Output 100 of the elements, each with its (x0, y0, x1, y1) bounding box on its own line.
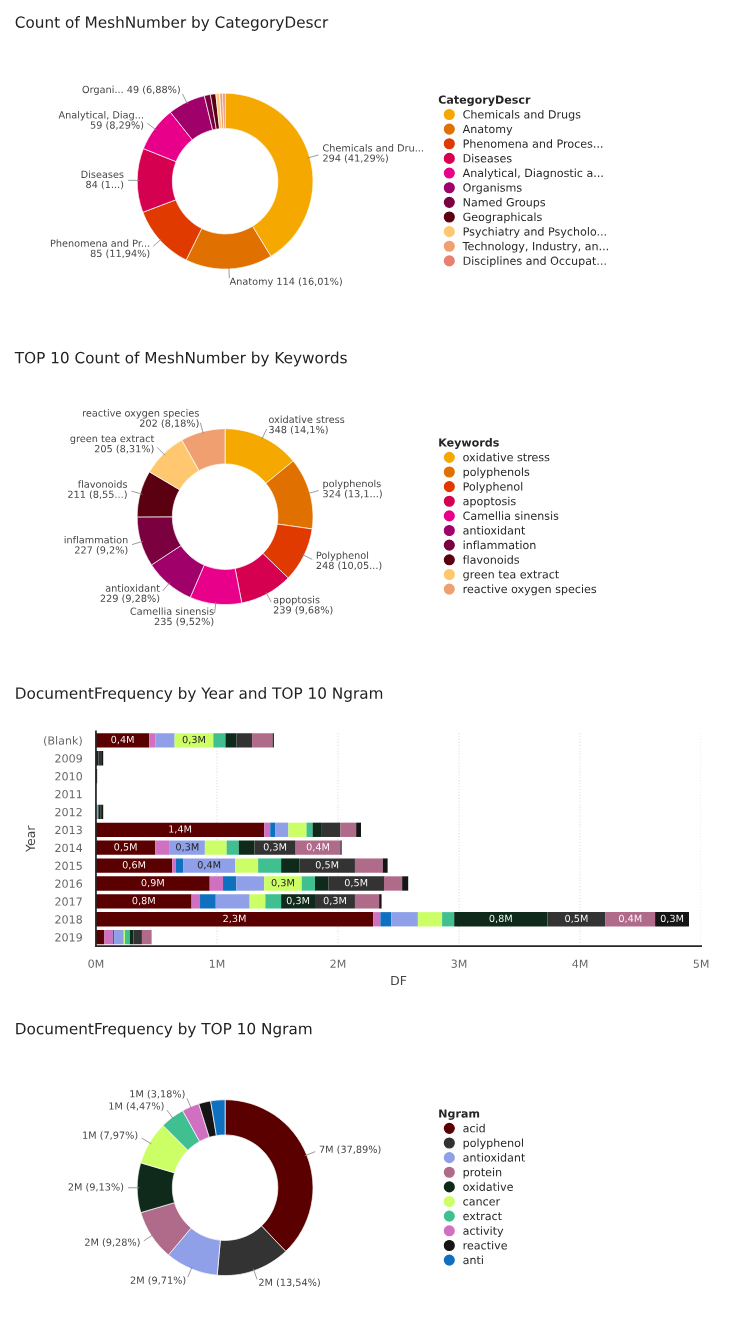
legend-label: polyphenols (463, 467, 530, 479)
y-tick-label: 2014 (55, 843, 83, 853)
legend-label: extract (463, 1212, 502, 1221)
x-tick-label: 1M (209, 959, 225, 968)
legend-label: reactive (463, 1240, 507, 1250)
legend-label: Polyphenol (463, 482, 523, 493)
data-label: Organi... 49 (6,88%) (82, 85, 180, 96)
chart-title: TOP 10 Count of MeshNumber by Keywords (14, 351, 347, 367)
data-label: 2M (13,54%) (259, 1278, 320, 1288)
x-axis-title: DF (391, 976, 407, 986)
data-label: green tea extract 205 (8,31%) (70, 435, 155, 454)
data-label: Phenomena and Pr... 85 (11,94%) (50, 239, 150, 259)
data-label: 1M (4,47%) (109, 1102, 164, 1111)
y-tick-label: 2012 (55, 807, 82, 817)
data-label: Diseases 84 (1...) (81, 170, 124, 190)
y-tick-label: 2009 (55, 754, 82, 763)
y-tick-label: 2013 (55, 825, 82, 835)
legend-label: oxidative stress (463, 452, 550, 462)
x-tick-label: 3M (451, 959, 467, 968)
legend-title: Keywords (439, 438, 499, 449)
y-tick-label: 2010 (55, 772, 83, 781)
data-label: 2,3M (223, 914, 246, 924)
legend-label: Chemicals and Drugs (463, 109, 581, 121)
data-label: 0,3M (286, 896, 310, 906)
chart-title: DocumentFrequency by Year and TOP 10 Ngram (16, 687, 383, 702)
data-label: 0,3M (660, 914, 684, 924)
data-label: 2M (9,28%) (85, 1238, 140, 1247)
data-label: 1,4M (169, 825, 192, 834)
chart-title: Count of MeshNumber by CategoryDescr (15, 16, 329, 31)
data-label: antioxidant 229 (9,28%) (100, 584, 160, 604)
legend-label: antioxidant (463, 1153, 526, 1162)
data-label: 1M (3,18%) (130, 1089, 185, 1099)
legend-label: Camellia sinensis (463, 511, 559, 520)
legend-label: acid (463, 1123, 485, 1133)
legend-label: antioxidant (463, 525, 526, 535)
data-label: Polyphenol 248 (10,05...) (316, 551, 382, 571)
y-tick-label: 2019 (55, 933, 82, 942)
legend-label: Disciplines and Occupat... (463, 256, 606, 268)
legend-label: green tea extract (463, 570, 559, 581)
data-label: Analytical, Diag... 59 (8,29%) (58, 111, 144, 130)
data-label: 0,4M (111, 735, 134, 745)
y-tick-label: 2017 (55, 897, 82, 906)
data-label: 0,5M (344, 878, 368, 888)
data-label: Camellia sinensis 235 (9,52%) (130, 607, 214, 627)
data-label: 0,5M (565, 914, 588, 924)
data-label: 0,5M (114, 843, 137, 852)
legend-label: Anatomy (462, 124, 513, 136)
data-label: 7M (37,89%) (319, 1145, 381, 1155)
data-label: 0,8M (132, 896, 155, 906)
data-label: 0,3M (182, 735, 205, 745)
y-tick-label: 2018 (55, 915, 82, 924)
data-label: 0,3M (323, 896, 346, 906)
legend-title: Ngram (439, 1109, 480, 1120)
data-label: reactive oxygen species 202 (8,18%) (82, 409, 199, 428)
legend-label: cancer (463, 1199, 501, 1206)
data-label: 0,3M (263, 843, 287, 852)
x-tick-label: 0M (88, 959, 104, 968)
data-label: oxidative stress 348 (14,1%) (268, 415, 345, 435)
y-tick-label: (Blank) (44, 736, 82, 747)
legend-label: apoptosis (463, 496, 516, 508)
data-label: 0,4M (306, 843, 330, 852)
y-tick-label: 2011 (55, 789, 82, 799)
y-tick-label: 2015 (55, 861, 82, 870)
legend-label: activity (463, 1226, 504, 1238)
data-label: 0,6M (122, 861, 146, 870)
legend-label: oxidative (463, 1182, 513, 1191)
data-label: 1M (7,97%) (83, 1131, 138, 1140)
data-label: 0,4M (197, 861, 221, 870)
legend-label: Diseases (463, 153, 512, 163)
y-axis-title: Year (25, 825, 36, 853)
data-label: 0,3M (271, 878, 294, 888)
legend-label: Geographicals (463, 212, 542, 224)
data-label: 0,9M (141, 878, 164, 888)
data-label: polyphenols 324 (13,1...) (323, 479, 382, 499)
legend-label: Analytical, Diagnostic a... (462, 168, 603, 180)
legend-label: anti (463, 1255, 483, 1265)
legend-label: protein (463, 1167, 502, 1179)
data-label: 0,4M (619, 914, 642, 924)
x-tick-label: 2M (330, 959, 346, 968)
data-label: 0,8M (489, 914, 512, 924)
data-label: 0,5M (315, 861, 339, 870)
legend-label: Psychiatry and Psycholo... (463, 227, 606, 238)
data-label: apoptosis 239 (9,68%) (273, 595, 333, 615)
legend-label: Named Groups (463, 197, 546, 209)
legend-label: polyphenol (463, 1138, 523, 1150)
data-label: inflammation 227 (9,2%) (64, 535, 128, 555)
data-label: 0,3M (176, 843, 199, 852)
data-label: flavonoids 211 (8,55...) (68, 480, 128, 500)
data-label: Anatomy 114 (16,01%) (229, 277, 342, 287)
data-label: 2M (9,71%) (130, 1276, 186, 1285)
legend-label: reactive oxygen species (463, 584, 597, 596)
data-label: 2M (9,13%) (68, 1183, 124, 1192)
y-tick-label: 2016 (55, 879, 83, 888)
x-tick-label: 5M (693, 959, 709, 968)
legend-label: Organisms (463, 183, 522, 194)
x-tick-label: 4M (572, 959, 588, 968)
legend-label: flavonoids (462, 555, 520, 564)
legend-label: Phenomena and Proces... (463, 139, 603, 148)
legend-label: inflammation (463, 540, 536, 550)
data-label: Chemicals and Dru... 294 (41,29%) (322, 144, 423, 163)
